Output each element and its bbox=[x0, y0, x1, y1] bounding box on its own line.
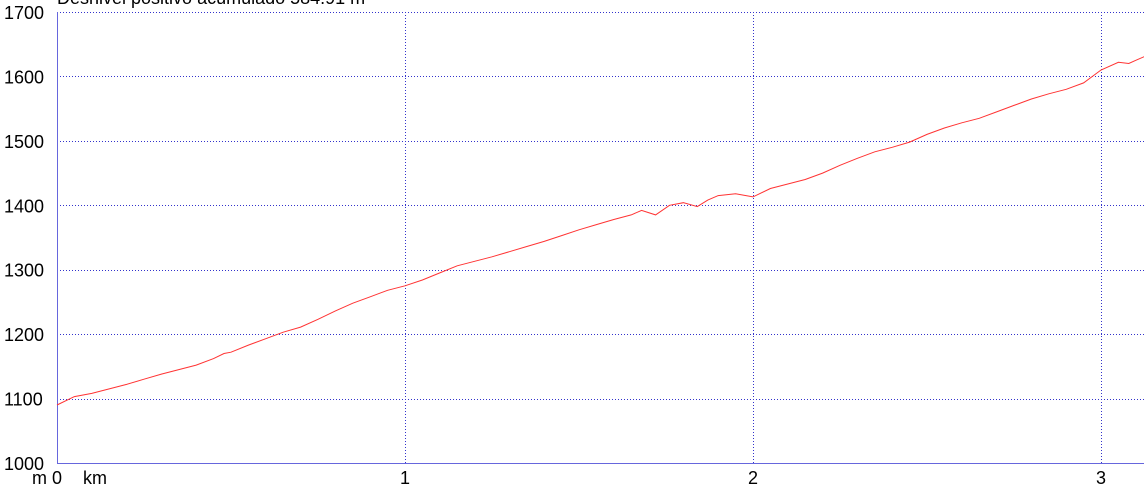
x-tick-labels: 0 1 2 3 bbox=[52, 468, 1106, 487]
x-tick-label: 2 bbox=[748, 468, 758, 487]
chart-title: Desnivel positivo acumulado 584.91 m bbox=[57, 0, 365, 8]
axes bbox=[57, 12, 1144, 464]
elevation-line bbox=[56, 56, 1144, 406]
y-tick-label: 1000 bbox=[4, 454, 44, 474]
y-tick-label: 1600 bbox=[4, 67, 44, 87]
y-tick-label: 1200 bbox=[4, 325, 44, 345]
grid-lines bbox=[57, 12, 1144, 463]
y-tick-label: 1400 bbox=[4, 196, 44, 216]
x-tick-label: 1 bbox=[400, 468, 410, 487]
y-tick-label: 1500 bbox=[4, 132, 44, 152]
y-axis-unit-label: m bbox=[32, 468, 47, 487]
y-tick-label: 1100 bbox=[4, 390, 43, 410]
y-tick-label: 1700 bbox=[4, 3, 44, 23]
x-tick-label: 0 bbox=[52, 468, 62, 487]
y-tick-labels: 1000 1100 1200 1300 1400 1500 1600 1700 bbox=[4, 3, 44, 474]
x-tick-label: 3 bbox=[1096, 468, 1106, 487]
x-axis-unit-label: km bbox=[83, 468, 107, 487]
y-tick-label: 1300 bbox=[4, 261, 44, 281]
